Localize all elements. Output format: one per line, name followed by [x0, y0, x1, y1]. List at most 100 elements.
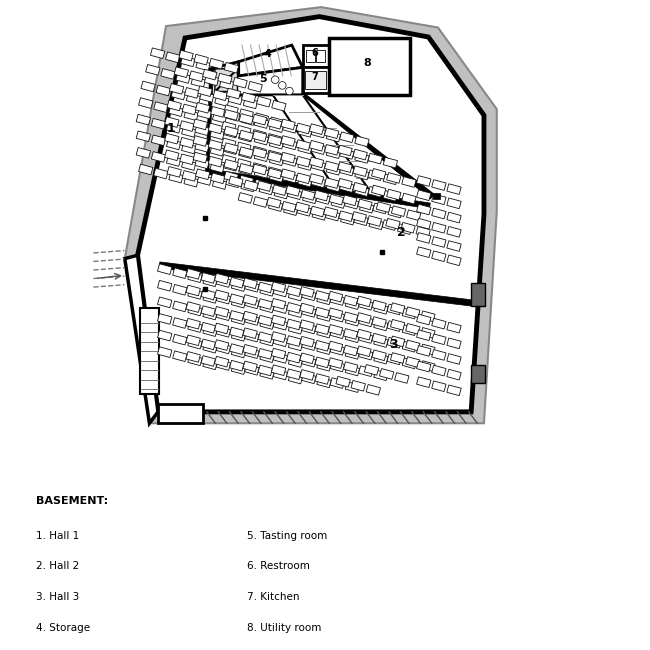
Polygon shape: [345, 365, 359, 376]
Polygon shape: [258, 299, 272, 309]
Polygon shape: [368, 170, 382, 181]
Polygon shape: [181, 143, 196, 154]
Polygon shape: [365, 365, 379, 375]
Polygon shape: [330, 344, 344, 355]
Polygon shape: [417, 346, 431, 356]
Polygon shape: [315, 374, 330, 384]
Polygon shape: [254, 113, 268, 124]
Polygon shape: [248, 81, 263, 92]
Polygon shape: [208, 123, 222, 134]
Polygon shape: [138, 164, 153, 175]
Polygon shape: [193, 136, 207, 146]
Polygon shape: [447, 354, 461, 364]
Polygon shape: [195, 125, 209, 135]
Polygon shape: [254, 118, 268, 128]
Polygon shape: [216, 277, 231, 287]
Polygon shape: [245, 365, 259, 375]
Polygon shape: [186, 268, 200, 280]
Polygon shape: [302, 373, 316, 384]
Polygon shape: [274, 188, 289, 199]
Polygon shape: [203, 343, 217, 353]
Polygon shape: [181, 127, 196, 137]
Polygon shape: [315, 307, 330, 318]
Polygon shape: [260, 302, 274, 313]
Polygon shape: [193, 152, 207, 163]
Polygon shape: [269, 138, 283, 149]
Polygon shape: [224, 144, 238, 155]
Polygon shape: [229, 327, 244, 338]
Polygon shape: [201, 289, 215, 300]
Polygon shape: [216, 310, 231, 320]
Polygon shape: [166, 155, 181, 166]
Polygon shape: [241, 181, 255, 192]
Polygon shape: [210, 129, 224, 140]
Polygon shape: [203, 292, 217, 303]
Polygon shape: [317, 377, 331, 387]
Polygon shape: [237, 125, 251, 136]
Polygon shape: [302, 340, 316, 350]
Polygon shape: [201, 306, 215, 317]
Polygon shape: [268, 201, 283, 211]
Polygon shape: [176, 73, 190, 83]
Polygon shape: [282, 202, 296, 212]
Polygon shape: [226, 88, 240, 99]
Polygon shape: [417, 247, 431, 257]
Polygon shape: [153, 168, 168, 179]
Polygon shape: [260, 369, 274, 379]
Bar: [306, 50, 315, 62]
Text: 1: 1: [166, 122, 175, 135]
Polygon shape: [239, 114, 254, 124]
Polygon shape: [151, 135, 166, 146]
Polygon shape: [258, 332, 272, 343]
Polygon shape: [180, 154, 194, 164]
Polygon shape: [339, 211, 353, 222]
Polygon shape: [343, 362, 358, 372]
Circle shape: [272, 76, 279, 83]
Polygon shape: [224, 110, 239, 120]
Polygon shape: [374, 370, 388, 380]
Polygon shape: [224, 127, 238, 138]
Polygon shape: [180, 121, 194, 131]
Polygon shape: [239, 109, 254, 120]
Polygon shape: [214, 356, 229, 367]
Polygon shape: [357, 296, 371, 307]
Polygon shape: [326, 164, 341, 175]
Polygon shape: [229, 344, 244, 354]
Text: 3. Hall 3: 3. Hall 3: [36, 592, 79, 602]
Polygon shape: [324, 207, 338, 218]
Polygon shape: [188, 289, 202, 299]
Polygon shape: [345, 315, 359, 326]
Bar: [305, 71, 326, 89]
Polygon shape: [243, 344, 257, 355]
Polygon shape: [345, 332, 359, 343]
Polygon shape: [311, 177, 326, 188]
Polygon shape: [193, 119, 207, 130]
Polygon shape: [260, 285, 274, 296]
Polygon shape: [224, 143, 239, 153]
Polygon shape: [173, 334, 187, 345]
Text: 2. Hall 2: 2. Hall 2: [36, 562, 79, 571]
Polygon shape: [421, 328, 435, 338]
Polygon shape: [214, 96, 229, 107]
Polygon shape: [196, 60, 210, 71]
Polygon shape: [357, 330, 371, 340]
Polygon shape: [258, 348, 272, 359]
Polygon shape: [125, 7, 497, 423]
Polygon shape: [184, 176, 198, 187]
Polygon shape: [224, 161, 238, 171]
Polygon shape: [237, 159, 251, 170]
Polygon shape: [229, 360, 244, 371]
Polygon shape: [186, 352, 200, 362]
Polygon shape: [317, 361, 331, 371]
Polygon shape: [432, 194, 446, 205]
Polygon shape: [205, 168, 430, 209]
Polygon shape: [387, 354, 402, 365]
Polygon shape: [138, 98, 153, 109]
Polygon shape: [136, 131, 151, 142]
Polygon shape: [309, 174, 324, 185]
Polygon shape: [260, 335, 274, 346]
Polygon shape: [187, 94, 201, 104]
Polygon shape: [229, 278, 244, 288]
Polygon shape: [239, 176, 254, 186]
Polygon shape: [269, 183, 283, 194]
